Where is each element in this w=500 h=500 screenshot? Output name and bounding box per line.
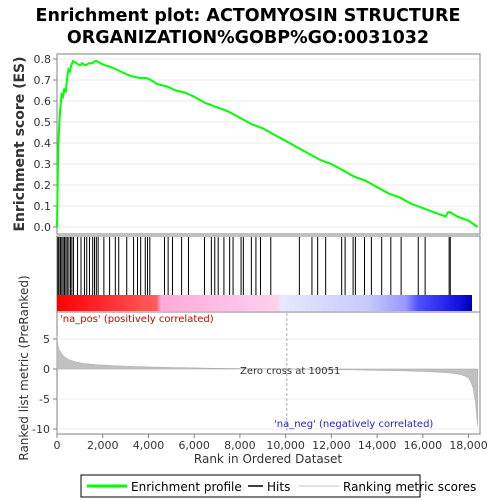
x-tick-label: 14,000 [358,439,397,452]
es-y-tick-label: 0.3 [34,158,52,171]
metric-y-tick-label: 5 [43,333,50,346]
es-y-tick-label: 0.5 [34,116,52,129]
x-tick-label: 8,000 [224,439,256,452]
es-y-tick-label: 0.4 [34,137,52,150]
x-tick-label: 6,000 [178,439,210,452]
es-y-tick-label: 0.7 [34,74,52,87]
x-tick-label: 12,000 [312,439,351,452]
zero-cross-label: Zero cross at 10051 [240,366,340,377]
x-tick-label: 16,000 [404,439,443,452]
metric-y-axis-title: Ranked list metric (PreRanked) [17,275,31,460]
metric-y-ticks: 5 0 -5 -10 [32,333,57,436]
correlation-gradient-band [57,295,472,311]
enrichment-profile-line [56,59,479,228]
x-tick-label: 0 [54,439,61,452]
hits-panel [56,235,481,313]
es-gridlines [57,58,480,228]
negative-correlation-label: 'na_neg' (negatively correlated) [274,419,433,430]
metric-y-tick-label: 0 [43,363,50,376]
hit-ticks [57,237,451,295]
es-y-tick-label: 0.8 [34,53,52,66]
x-axis-title: Rank in Ordered Dataset [194,452,342,466]
legend-label-enrichment: Enrichment profile [131,480,242,494]
es-y-tick-label: 0.6 [34,95,52,108]
es-panel: 0.0 0.1 0.2 0.3 0.4 0.5 0.6 0.7 0.8 Enrichment s… [12,53,481,235]
legend-label-metric: Ranking metric scores [343,480,476,494]
x-tick-label: 2,000 [87,439,119,452]
metric-plot-area [56,311,481,435]
legend-label-hits: Hits [267,480,290,494]
chart-title-line-1: Enrichment plot: ACTOMYOSIN STRUCTURE [36,6,461,26]
x-tick-label: 10,000 [266,439,305,452]
es-y-tick-label: 0.1 [34,200,52,213]
x-tick-label: 18,000 [449,439,488,452]
metric-x-ticks: 0 2,000 4,000 6,000 8,000 10,000 12,000 14,000 1… [54,434,488,452]
es-y-ticks: 0.0 0.1 0.2 0.3 0.4 0.5 0.6 0.7 0.8 [34,53,57,234]
es-plot-area [56,53,481,235]
ranking-metric-area [56,335,478,427]
es-y-tick-label: 0.0 [34,221,52,234]
es-y-tick-label: 0.2 [34,179,52,192]
chart-title-line-2: ORGANIZATION%GOBP%GO:0031032 [67,28,429,48]
positive-correlation-label: 'na_pos' (positively correlated) [60,314,214,325]
legend: Enrichment profile Hits Ranking metric s… [80,474,476,498]
metric-y-tick-label: -10 [32,423,50,436]
es-y-axis-title: Enrichment score (ES) [12,56,28,231]
metric-panel: 5 0 -5 -10 0 2,000 4,000 6,000 8,000 10,000 12,00… [17,275,488,466]
metric-y-tick-label: -5 [39,393,50,406]
x-tick-label: 4,000 [133,439,165,452]
